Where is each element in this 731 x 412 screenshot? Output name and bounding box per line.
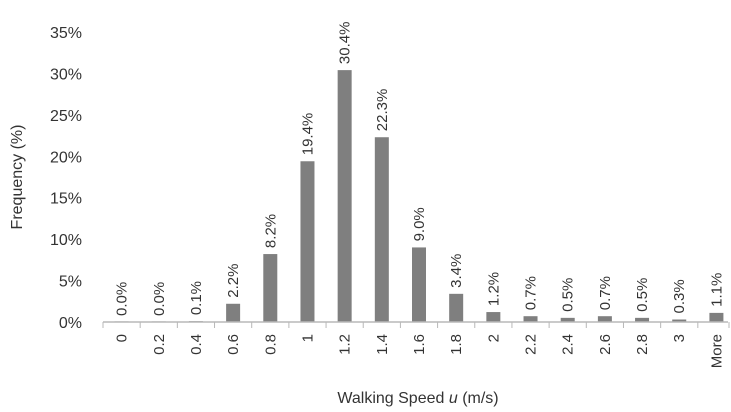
x-axis-title-suffix: (m/s)	[458, 390, 499, 407]
x-tick-label: 3	[671, 334, 688, 342]
x-tick-label: 1.2	[337, 334, 354, 355]
data-label: 3.4%	[448, 254, 465, 288]
bar	[263, 254, 278, 322]
bar	[300, 161, 315, 322]
x-tick-label: 1	[299, 334, 316, 342]
bar	[226, 303, 241, 322]
x-tick-label: 1.4	[374, 334, 391, 355]
data-label: 9.0%	[411, 207, 428, 241]
y-tick-label: 30%	[50, 66, 82, 83]
data-label: 0.0%	[151, 282, 168, 316]
bar	[672, 319, 687, 322]
y-tick-label: 0%	[59, 315, 82, 332]
y-tick-label: 25%	[50, 108, 82, 125]
x-axis-ticks: 0 0.2 0.4 0.6 0.8 1 1.2 1.4 1.6 1.8 2 2.2 2.4 2.6 2.8 3…	[102, 322, 730, 368]
data-label: 0.3%	[671, 279, 688, 313]
data-label: 0.5%	[560, 278, 577, 312]
x-tick-label: 2.4	[560, 334, 577, 355]
data-label: 1.1%	[708, 273, 725, 307]
bar	[709, 312, 724, 322]
data-label: 0.5%	[634, 278, 651, 312]
y-axis-ticks: 0% 5% 10% 15% 20% 25% 30% 35%	[50, 25, 82, 332]
x-tick-label: 0.4	[188, 334, 205, 355]
y-tick-label: 15%	[50, 191, 82, 208]
data-label: 1.2%	[485, 272, 502, 306]
data-label: 0.0%	[114, 282, 131, 316]
bar	[560, 317, 575, 322]
x-tick-label: 0.2	[151, 334, 168, 355]
bars	[114, 70, 724, 322]
x-axis-title-variable: u	[449, 390, 458, 407]
bar	[337, 70, 352, 322]
bar	[486, 312, 501, 322]
y-axis-title: Frequency (%)	[9, 125, 26, 230]
x-tick-label: 0	[114, 334, 131, 342]
data-labels: 0.0% 0.0% 0.1% 2.2% 8.2% 19.4% 30.4% 22.3% 9.0% 3…	[114, 22, 726, 316]
bar	[412, 247, 426, 322]
x-tick-label: More	[708, 334, 725, 368]
x-tick-label: 2.8	[634, 334, 651, 355]
y-tick-label: 35%	[50, 25, 82, 42]
x-axis-title: Walking Speed u (m/s)	[337, 390, 498, 407]
y-tick-label: 10%	[50, 232, 82, 249]
bar	[523, 316, 538, 322]
x-tick-label: 1.8	[448, 334, 465, 355]
x-axis-title-prefix: Walking Speed	[337, 390, 448, 407]
bar	[449, 293, 464, 322]
x-tick-label: 2	[485, 334, 502, 342]
data-label: 0.7%	[523, 276, 540, 310]
bar	[635, 317, 650, 322]
data-label: 0.1%	[188, 281, 205, 315]
data-label: 30.4%	[337, 22, 354, 65]
data-label: 0.7%	[597, 276, 614, 310]
data-label: 22.3%	[374, 89, 391, 132]
bar	[374, 137, 389, 322]
x-tick-label: 1.6	[411, 334, 428, 355]
x-tick-label: 2.2	[523, 334, 540, 355]
x-tick-label: 0.8	[262, 334, 279, 355]
y-tick-label: 5%	[59, 274, 82, 291]
x-tick-label: 0.6	[225, 334, 242, 355]
x-tick-label: 2.6	[597, 334, 614, 355]
data-label: 2.2%	[225, 264, 242, 298]
bar	[597, 316, 612, 322]
y-tick-label: 20%	[50, 149, 82, 166]
data-label: 19.4%	[299, 113, 316, 156]
data-label: 8.2%	[262, 214, 279, 248]
